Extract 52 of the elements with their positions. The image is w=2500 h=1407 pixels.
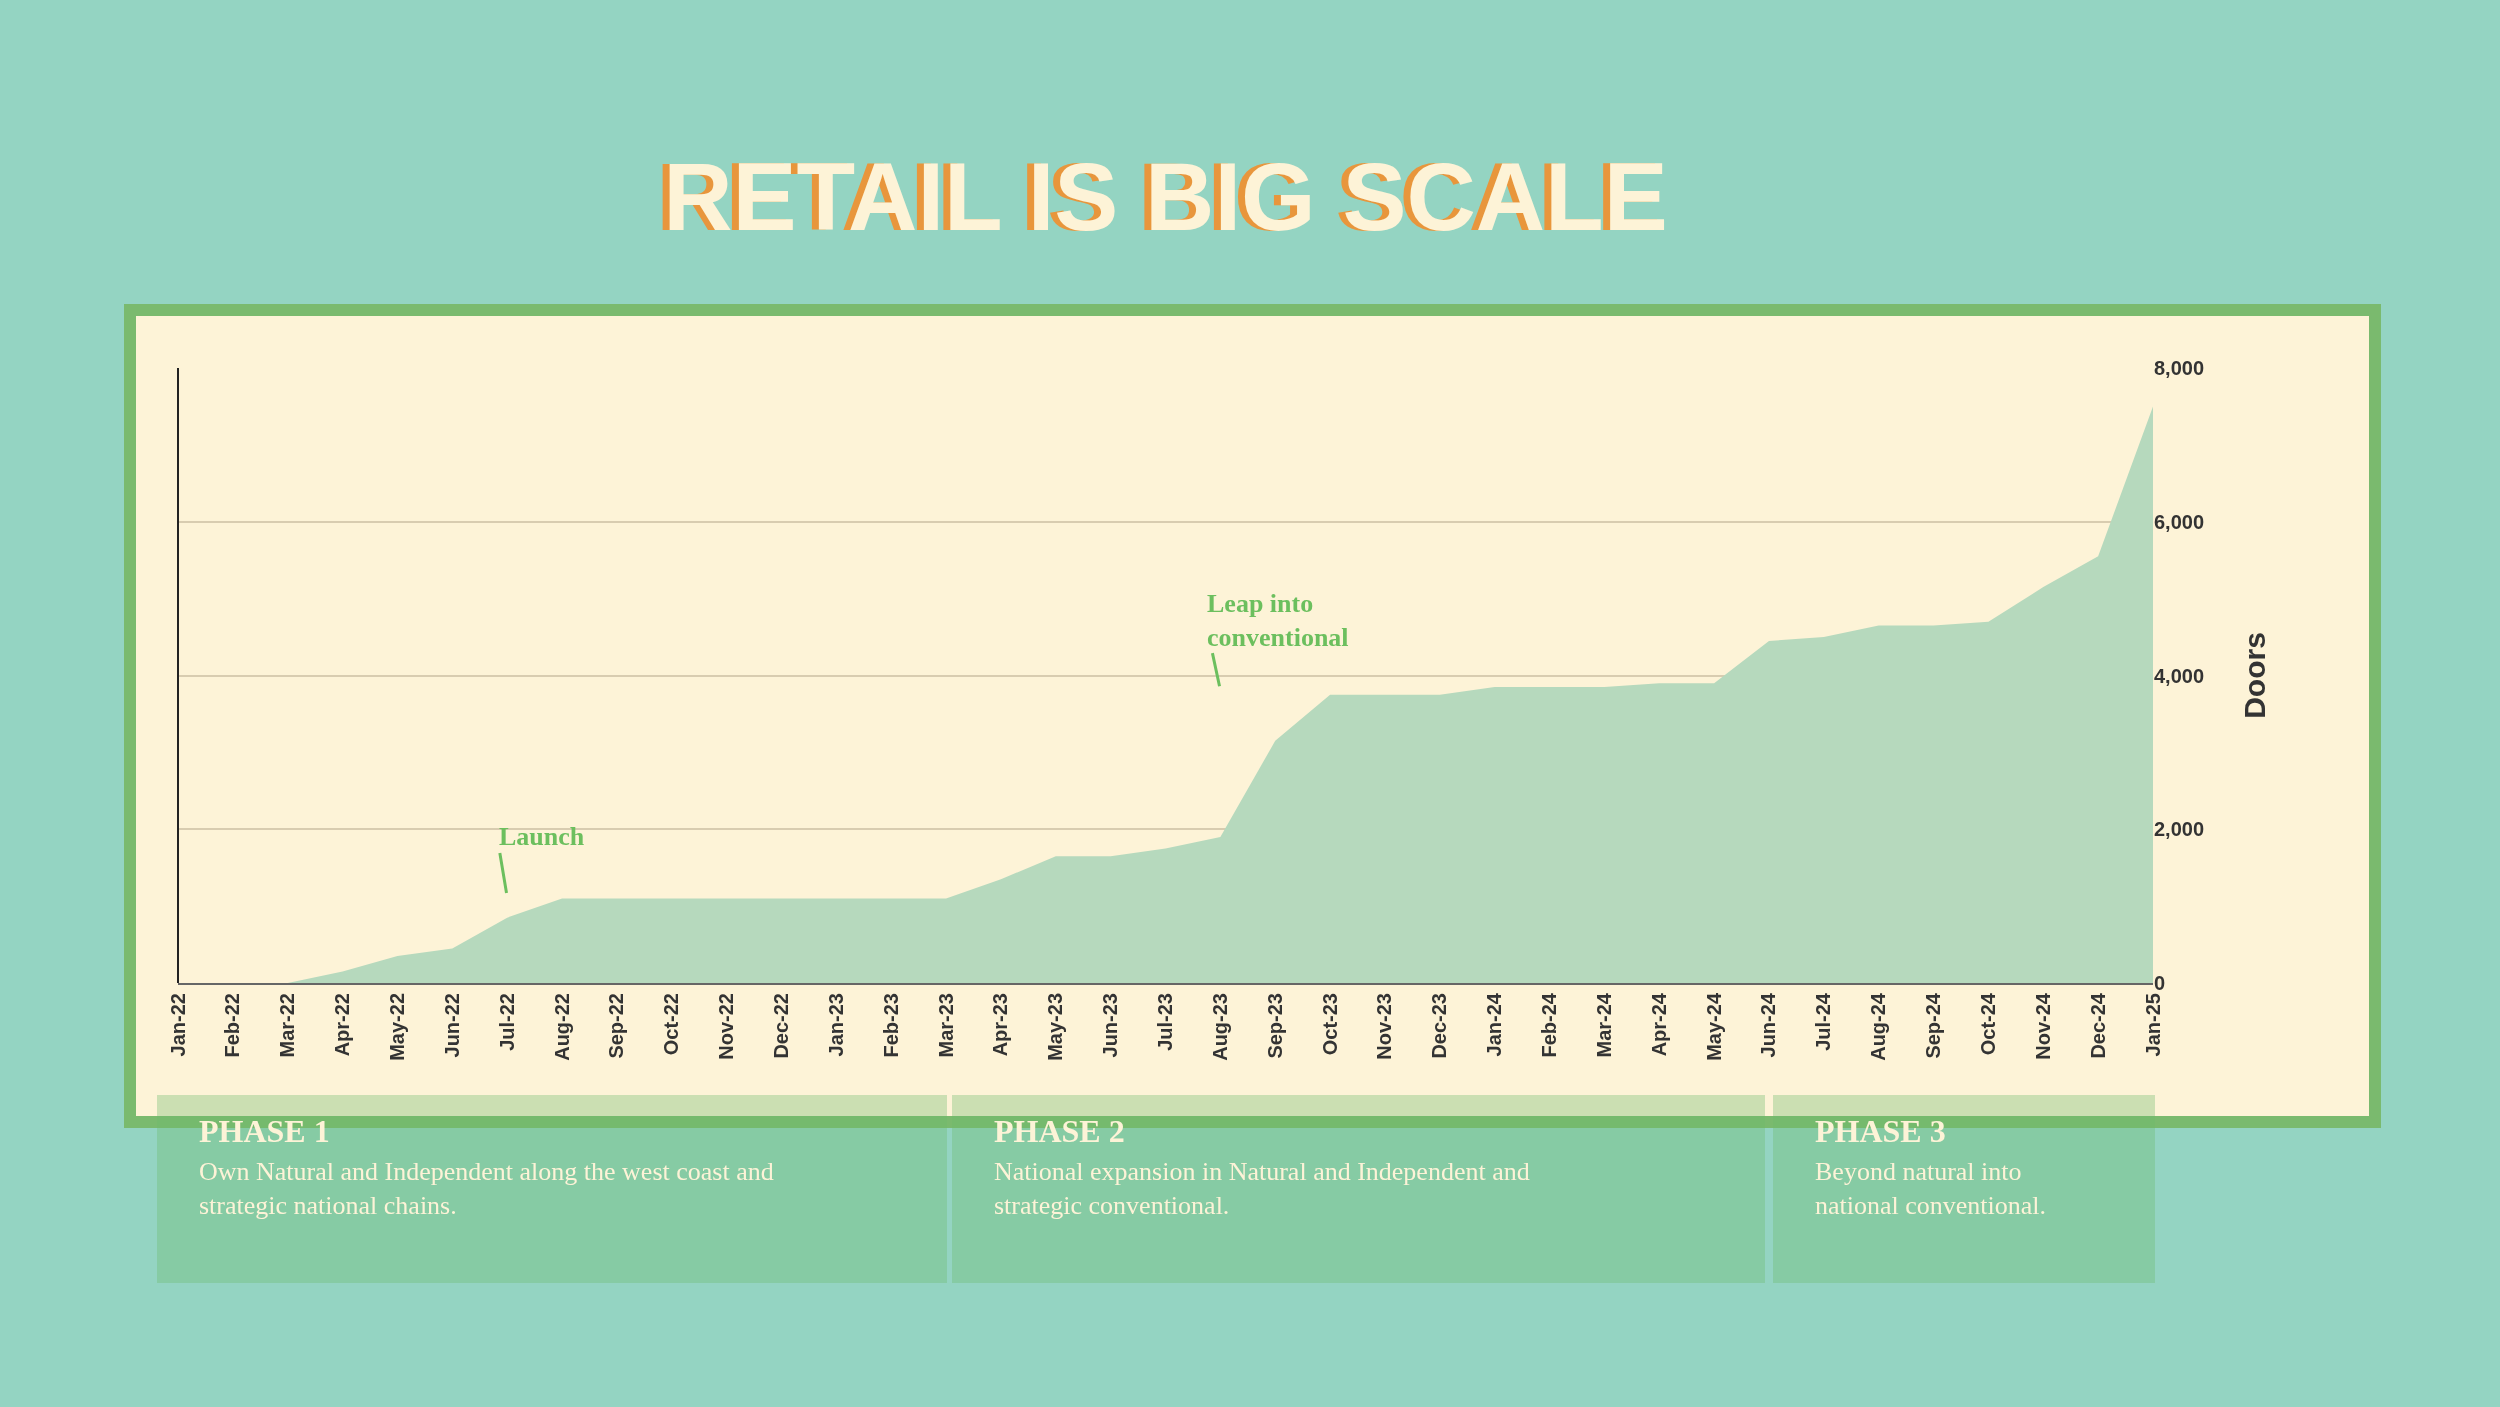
x-tick-label: Jul-23: [1154, 993, 1176, 1051]
x-tick-label: Nov-24: [2031, 992, 2054, 1060]
x-tick-label: Jan-25: [2141, 993, 2164, 1057]
x-tick-label: Oct-23: [1318, 993, 1341, 1056]
x-tick-label: Sep-24: [1922, 992, 1945, 1059]
x-tick-label: May-24: [1702, 992, 1725, 1061]
x-tick-label: Oct-22: [660, 993, 683, 1056]
x-tick-label: Mar-23: [934, 993, 957, 1058]
x-tick-label: Nov-22: [715, 993, 738, 1060]
x-tick-label: Apr-22: [331, 993, 354, 1057]
x-tick-label: Apr-23: [989, 993, 1012, 1057]
x-tick-label: Dec-23: [1428, 993, 1451, 1059]
x-tick-label: Feb-24: [1538, 992, 1561, 1058]
x-tick-label: Jun-22: [440, 993, 463, 1058]
x-tick-label: Oct-24: [1976, 992, 1999, 1056]
x-tick-label: Jan-23: [824, 993, 847, 1057]
text: Own Natural and Independent along the west coast and strategic national chains.: [199, 1157, 774, 1220]
x-tick-label: May-23: [1044, 993, 1067, 1061]
y-axis-title: Doors: [2237, 632, 2271, 719]
x-tick-label: Jul-22: [495, 993, 518, 1051]
x-tick-label: Aug-23: [1208, 993, 1231, 1061]
x-tick-label: Jun-23: [1099, 993, 1122, 1058]
x-tick-label: Dec-22: [769, 993, 792, 1059]
x-tick-label: Mar-24: [1592, 992, 1615, 1058]
y-tick-label: 8,000: [2154, 357, 2205, 379]
annotation: Leap into conventional: [1207, 589, 1349, 652]
text: Beyond natural into national conventional.: [1815, 1157, 2047, 1220]
x-tick-label: Apr-24: [1647, 992, 1670, 1057]
x-tick-label: May-22: [385, 993, 408, 1061]
x-tick-label: Jul-24: [1812, 992, 1835, 1051]
x-tick-label: Sep-23: [1263, 993, 1286, 1059]
chart-title: RETAIL IS BIG SCALE: [663, 142, 1668, 250]
x-tick-label: Nov-23: [1373, 993, 1396, 1060]
y-tick-label: 6,000: [2154, 510, 2205, 533]
x-tick-label: Mar-22: [276, 993, 299, 1058]
x-tick-label: Jan-22: [166, 993, 189, 1057]
y-tick-label: 2,000: [2154, 818, 2205, 841]
x-tick-label: Aug-24: [1867, 992, 1890, 1061]
x-tick-label: Feb-23: [879, 993, 902, 1058]
text: PHASE 3: [1815, 1113, 1946, 1149]
y-tick-label: 0: [2154, 972, 2166, 994]
text: PHASE 2: [994, 1113, 1125, 1149]
x-tick-label: Jun-24: [1757, 992, 1780, 1058]
text: PHASE 1: [199, 1113, 330, 1149]
x-tick-label: Aug-22: [550, 993, 573, 1061]
x-tick-label: Dec-24: [2086, 992, 2109, 1059]
x-tick-label: Jan-24: [1483, 992, 1506, 1057]
x-tick-label: Feb-22: [221, 993, 244, 1058]
x-tick-label: Sep-22: [605, 993, 628, 1059]
y-tick-label: 4,000: [2154, 664, 2205, 687]
annotation: Launch: [499, 822, 585, 851]
text: National expansion in Natural and Independent and strategic conventional.: [994, 1157, 1530, 1220]
